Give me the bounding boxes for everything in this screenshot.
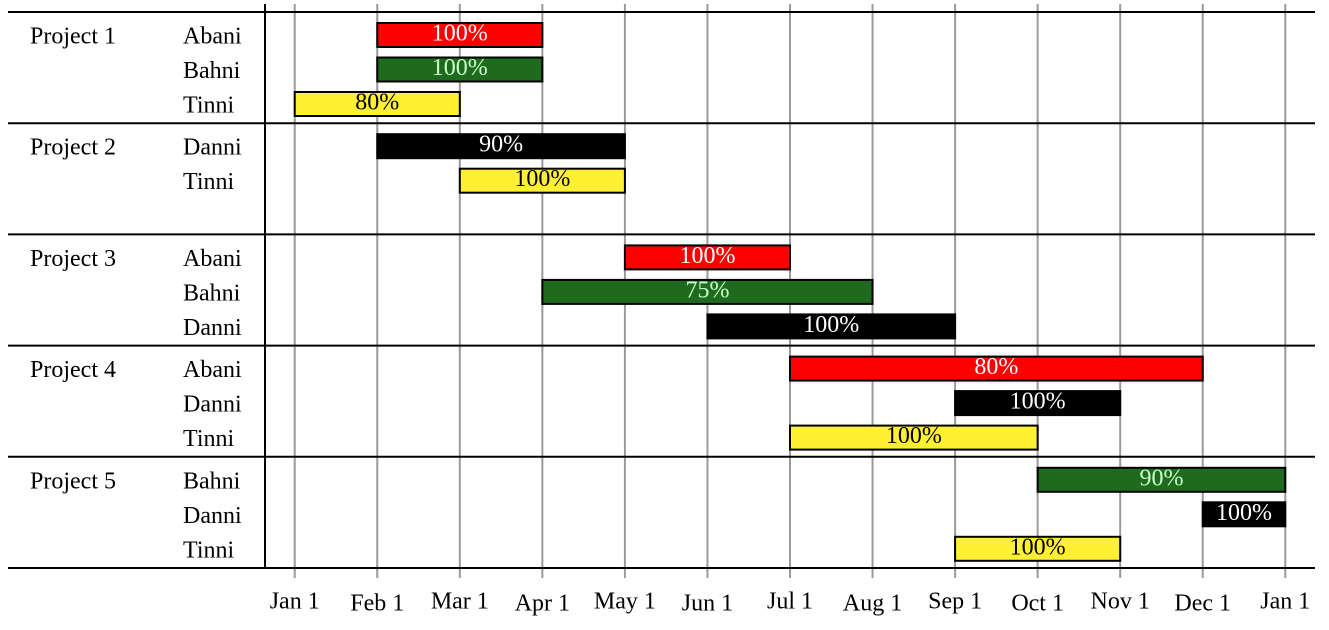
bar — [376, 22, 544, 48]
bar-label: 90% — [479, 132, 523, 158]
bar-label: 80% — [974, 354, 1018, 380]
project-label: Project 5 — [30, 468, 116, 494]
project-label: Project 3 — [30, 246, 116, 272]
x-tick-label: Sep 1 — [928, 589, 982, 615]
task-label: Tinni — [183, 169, 234, 195]
bar — [293, 91, 461, 117]
x-tick-label: Aug 1 — [843, 591, 902, 617]
x-tick-label: Nov 1 — [1091, 589, 1150, 615]
bar — [789, 424, 1039, 451]
task-label: Tinni — [183, 426, 234, 452]
bar — [1201, 501, 1287, 528]
x-tick-label: Jan 1 — [1260, 589, 1310, 615]
bar — [623, 244, 791, 271]
bar-label: 100% — [803, 312, 859, 338]
bar — [458, 167, 626, 194]
task-label: Abani — [183, 357, 242, 383]
task-label: Abani — [183, 24, 242, 50]
bar-label: 100% — [886, 423, 942, 449]
bar-label: 100% — [432, 21, 488, 47]
x-tick-label: Apr 1 — [515, 591, 570, 617]
x-tick-label: Oct 1 — [1011, 591, 1064, 617]
bar-label: 100% — [1010, 389, 1066, 415]
task-label: Bahni — [183, 280, 241, 306]
bar-label: 100% — [432, 55, 488, 81]
task-label: Danni — [183, 315, 242, 341]
bar-label: 75% — [685, 277, 729, 303]
x-tick-label: Mar 1 — [431, 589, 489, 615]
bar-label: 100% — [514, 166, 570, 192]
bar-label: 90% — [1139, 465, 1183, 491]
bar — [541, 278, 874, 305]
task-label: Bahni — [183, 58, 241, 84]
task-label: Tinni — [183, 537, 234, 563]
project-label: Project 1 — [30, 24, 116, 50]
task-label: Bahni — [183, 468, 241, 494]
bar — [789, 355, 1204, 382]
bar-label: 100% — [1216, 500, 1272, 526]
task-label: Danni — [183, 135, 242, 161]
x-tick-label: Jan 1 — [270, 589, 320, 615]
task-label: Danni — [183, 503, 242, 529]
bar — [954, 390, 1122, 417]
task-label: Abani — [183, 246, 242, 272]
bar — [376, 56, 544, 83]
project-label: Project 2 — [30, 135, 116, 161]
x-tick-label: Dec 1 — [1174, 591, 1231, 617]
bar-label: 80% — [355, 90, 399, 116]
bar-label: 100% — [679, 243, 735, 269]
x-tick-label: Jul 1 — [767, 589, 813, 615]
bar-label: 100% — [1010, 534, 1066, 560]
x-tick-label: May 1 — [594, 589, 656, 615]
x-tick-label: Jun 1 — [682, 591, 733, 617]
bar — [376, 133, 626, 160]
bar — [954, 535, 1122, 562]
x-tick-label: Feb 1 — [350, 591, 404, 617]
bar — [1036, 466, 1287, 493]
task-label: Danni — [183, 392, 242, 418]
task-label: Tinni — [183, 93, 234, 119]
project-label: Project 4 — [30, 357, 116, 383]
bar — [706, 313, 957, 340]
